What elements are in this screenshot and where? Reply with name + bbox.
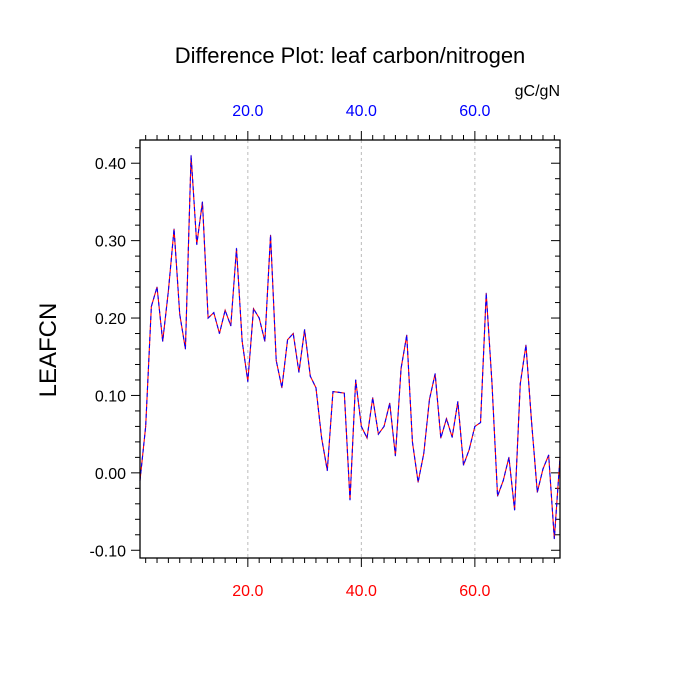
data-point bbox=[457, 401, 459, 403]
data-point bbox=[542, 468, 544, 470]
data-point bbox=[377, 433, 379, 435]
data-point bbox=[536, 491, 538, 493]
data-point bbox=[519, 383, 521, 385]
data-point bbox=[366, 437, 368, 439]
data-point bbox=[355, 379, 357, 381]
data-point bbox=[496, 495, 499, 497]
data-point bbox=[417, 481, 419, 483]
data-point bbox=[258, 317, 260, 319]
y-tick-label-3: 0.20 bbox=[95, 311, 126, 328]
y-tick-label-2: 0.10 bbox=[95, 388, 126, 405]
chart-title: Difference Plot: leaf carbon/nitrogen bbox=[175, 43, 526, 68]
data-point bbox=[332, 390, 334, 393]
data-point bbox=[224, 309, 226, 311]
data-point bbox=[423, 452, 425, 455]
data-point bbox=[508, 456, 510, 458]
data-point bbox=[485, 292, 487, 294]
data-point bbox=[428, 398, 431, 400]
data-point bbox=[513, 509, 516, 511]
x-tick-label-top-2: 60.0 bbox=[459, 103, 490, 120]
plot-frame bbox=[139, 139, 561, 559]
x-tick-label-bottom-1: 40.0 bbox=[346, 583, 377, 600]
series bbox=[139, 154, 561, 540]
data-point bbox=[525, 344, 527, 346]
data-point bbox=[241, 340, 243, 342]
x-tick-label-top-0: 20.0 bbox=[232, 103, 263, 120]
data-point bbox=[440, 437, 442, 439]
y-axis-label: LEAFCN bbox=[35, 303, 62, 398]
data-point bbox=[247, 380, 249, 383]
data-point bbox=[411, 441, 414, 443]
y-tick-label-4: 0.30 bbox=[95, 234, 126, 251]
data-point bbox=[281, 387, 283, 389]
data-point bbox=[491, 380, 493, 383]
data-point bbox=[252, 308, 255, 310]
units-label: gC/gN bbox=[515, 83, 560, 100]
x-tick-label-bottom-2: 60.0 bbox=[459, 583, 490, 600]
data-point bbox=[235, 247, 238, 249]
data-point bbox=[468, 449, 470, 451]
data-point bbox=[207, 317, 209, 319]
data-point bbox=[406, 334, 408, 336]
data-point bbox=[184, 348, 187, 350]
data-point bbox=[230, 325, 232, 327]
data-point bbox=[474, 425, 476, 428]
data-point bbox=[150, 305, 152, 308]
data-point bbox=[400, 367, 402, 369]
data-point bbox=[145, 425, 147, 428]
data-point bbox=[201, 201, 204, 203]
data-point bbox=[303, 329, 306, 331]
data-point bbox=[179, 313, 181, 315]
data-point bbox=[553, 538, 555, 540]
data-point bbox=[190, 154, 192, 157]
data-point bbox=[479, 421, 482, 424]
data-point bbox=[213, 312, 215, 314]
data-point bbox=[309, 375, 311, 377]
grid bbox=[247, 140, 476, 558]
data-point bbox=[343, 392, 345, 394]
data-point bbox=[162, 340, 164, 342]
data-point bbox=[394, 455, 397, 457]
data-point bbox=[167, 290, 169, 292]
data-point bbox=[531, 421, 533, 424]
tick-labels: -0.10 0.00 0.10 0.20 0.30 0.40 20.0 20.0 40.0 40.… bbox=[90, 103, 491, 600]
data-point bbox=[298, 371, 300, 373]
data-point bbox=[360, 425, 362, 428]
data-point bbox=[275, 360, 277, 362]
data-point bbox=[434, 373, 436, 375]
data-point bbox=[156, 286, 158, 288]
data-point bbox=[321, 437, 323, 439]
data-point bbox=[292, 332, 294, 335]
axis-ticks bbox=[131, 131, 560, 567]
x-tick-label-top-1: 40.0 bbox=[346, 103, 377, 120]
data-point bbox=[372, 397, 374, 399]
data-point bbox=[349, 499, 351, 501]
data-point bbox=[264, 340, 266, 342]
data-point bbox=[286, 339, 289, 341]
data-point bbox=[326, 469, 328, 472]
y-tick-label-0: -0.10 bbox=[90, 543, 127, 560]
data-point bbox=[462, 464, 465, 466]
data-point bbox=[548, 454, 550, 456]
data-point bbox=[196, 243, 198, 246]
data-point bbox=[173, 228, 175, 230]
data-point bbox=[389, 402, 391, 404]
data-point bbox=[218, 332, 221, 335]
y-tick-label-5: 0.40 bbox=[95, 156, 126, 173]
y-tick-label-1: 0.00 bbox=[95, 466, 126, 483]
data-point bbox=[451, 436, 453, 438]
data-point bbox=[315, 387, 317, 389]
data-point bbox=[383, 425, 385, 428]
data-point bbox=[502, 479, 504, 482]
data-point bbox=[445, 418, 448, 420]
data-point bbox=[269, 234, 272, 236]
x-tick-label-bottom-0: 20.0 bbox=[232, 583, 263, 600]
data-point bbox=[338, 391, 340, 393]
